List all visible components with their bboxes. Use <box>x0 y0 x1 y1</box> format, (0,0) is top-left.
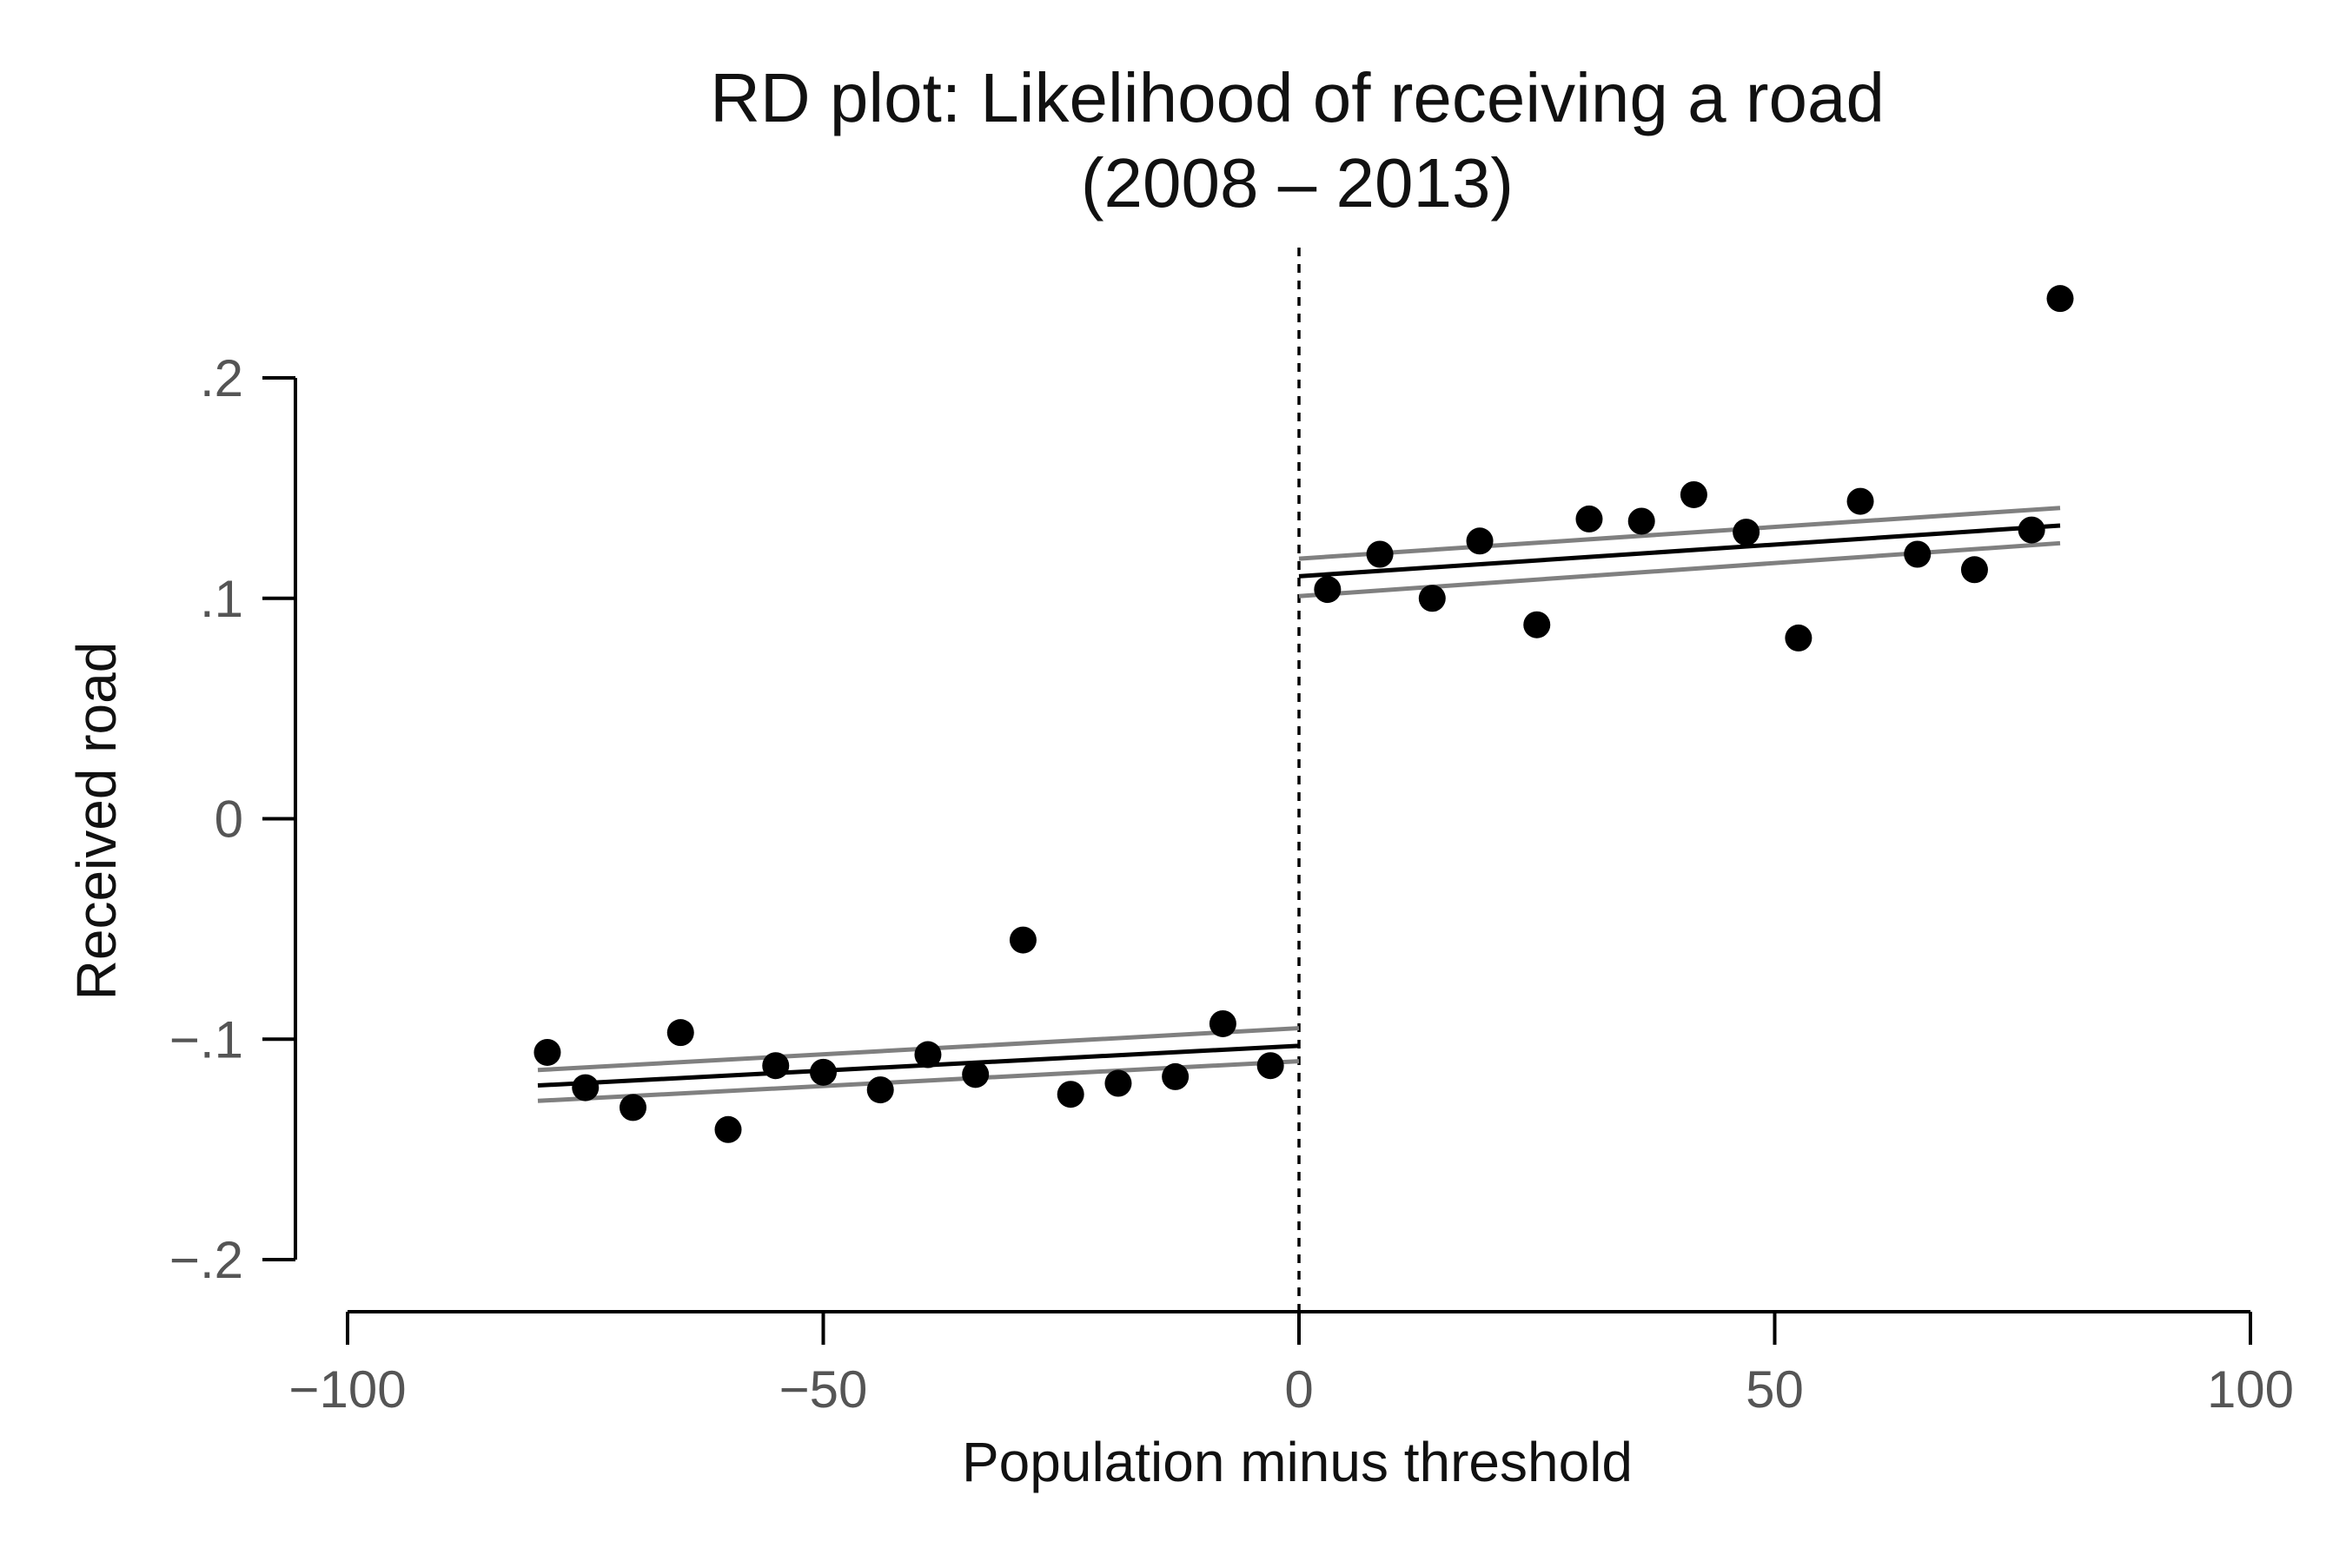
data-point <box>1960 556 1988 584</box>
data-point <box>1256 1052 1284 1080</box>
fit-line-right <box>1298 523 2061 579</box>
y-tick-label: .1 <box>200 570 243 628</box>
data-point <box>866 1076 894 1104</box>
ci-upper-line-right <box>1298 506 2061 561</box>
data-point <box>1209 1009 1236 1037</box>
x-tick-label: −100 <box>288 1360 406 1419</box>
data-point <box>620 1094 646 1121</box>
chart-title-line-1: RD plot: Likelihood of receiving a road <box>710 59 1885 136</box>
x-tick-label: 100 <box>2207 1360 2294 1419</box>
x-tick-label: −50 <box>779 1360 868 1419</box>
data-point <box>572 1074 600 1102</box>
data-point <box>666 1019 694 1047</box>
fit-line-left <box>537 1043 1300 1088</box>
data-point <box>1680 480 1707 508</box>
data-point <box>914 1041 942 1068</box>
y-tick-label: −.1 <box>169 1010 243 1068</box>
data-point <box>810 1058 837 1086</box>
y-tick-label: .2 <box>200 349 243 407</box>
data-point <box>762 1052 790 1080</box>
x-tick-label: 50 <box>1746 1360 1804 1419</box>
data-point <box>1418 585 1446 612</box>
y-tick-label: 0 <box>215 791 243 849</box>
plot-area: −.2 −.1 0 .1 .2 −100 −50 0 50 100 <box>169 248 2294 1419</box>
data-point <box>1057 1081 1084 1108</box>
data-point <box>1904 540 1932 568</box>
data-point <box>2018 516 2045 544</box>
data-point <box>1846 487 1874 515</box>
y-tick-label: −.2 <box>169 1231 243 1289</box>
data-point <box>1785 624 1813 652</box>
data-point <box>1162 1062 1190 1090</box>
x-axis-label: Population minus threshold <box>962 1431 1633 1493</box>
data-point <box>1104 1069 1132 1097</box>
data-point <box>1466 527 1494 555</box>
data-point <box>714 1115 742 1143</box>
data-point <box>1314 576 1342 604</box>
x-tick-label: 0 <box>1284 1360 1313 1419</box>
data-point <box>533 1038 561 1066</box>
data-point <box>1733 519 1760 546</box>
data-point <box>1575 505 1603 533</box>
data-point <box>2046 285 2074 313</box>
data-point <box>1523 611 1551 638</box>
y-axis-label: Received road <box>65 642 128 1001</box>
data-point <box>1366 540 1394 568</box>
chart-title-line-2: (2008 – 2013) <box>1081 144 1514 222</box>
data-point <box>962 1061 990 1088</box>
data-point <box>1009 926 1037 954</box>
data-point <box>1627 507 1655 535</box>
